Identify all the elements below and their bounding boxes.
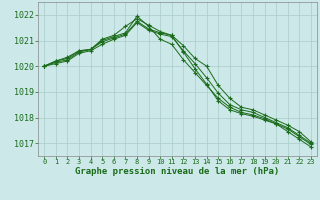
- X-axis label: Graphe pression niveau de la mer (hPa): Graphe pression niveau de la mer (hPa): [76, 167, 280, 176]
